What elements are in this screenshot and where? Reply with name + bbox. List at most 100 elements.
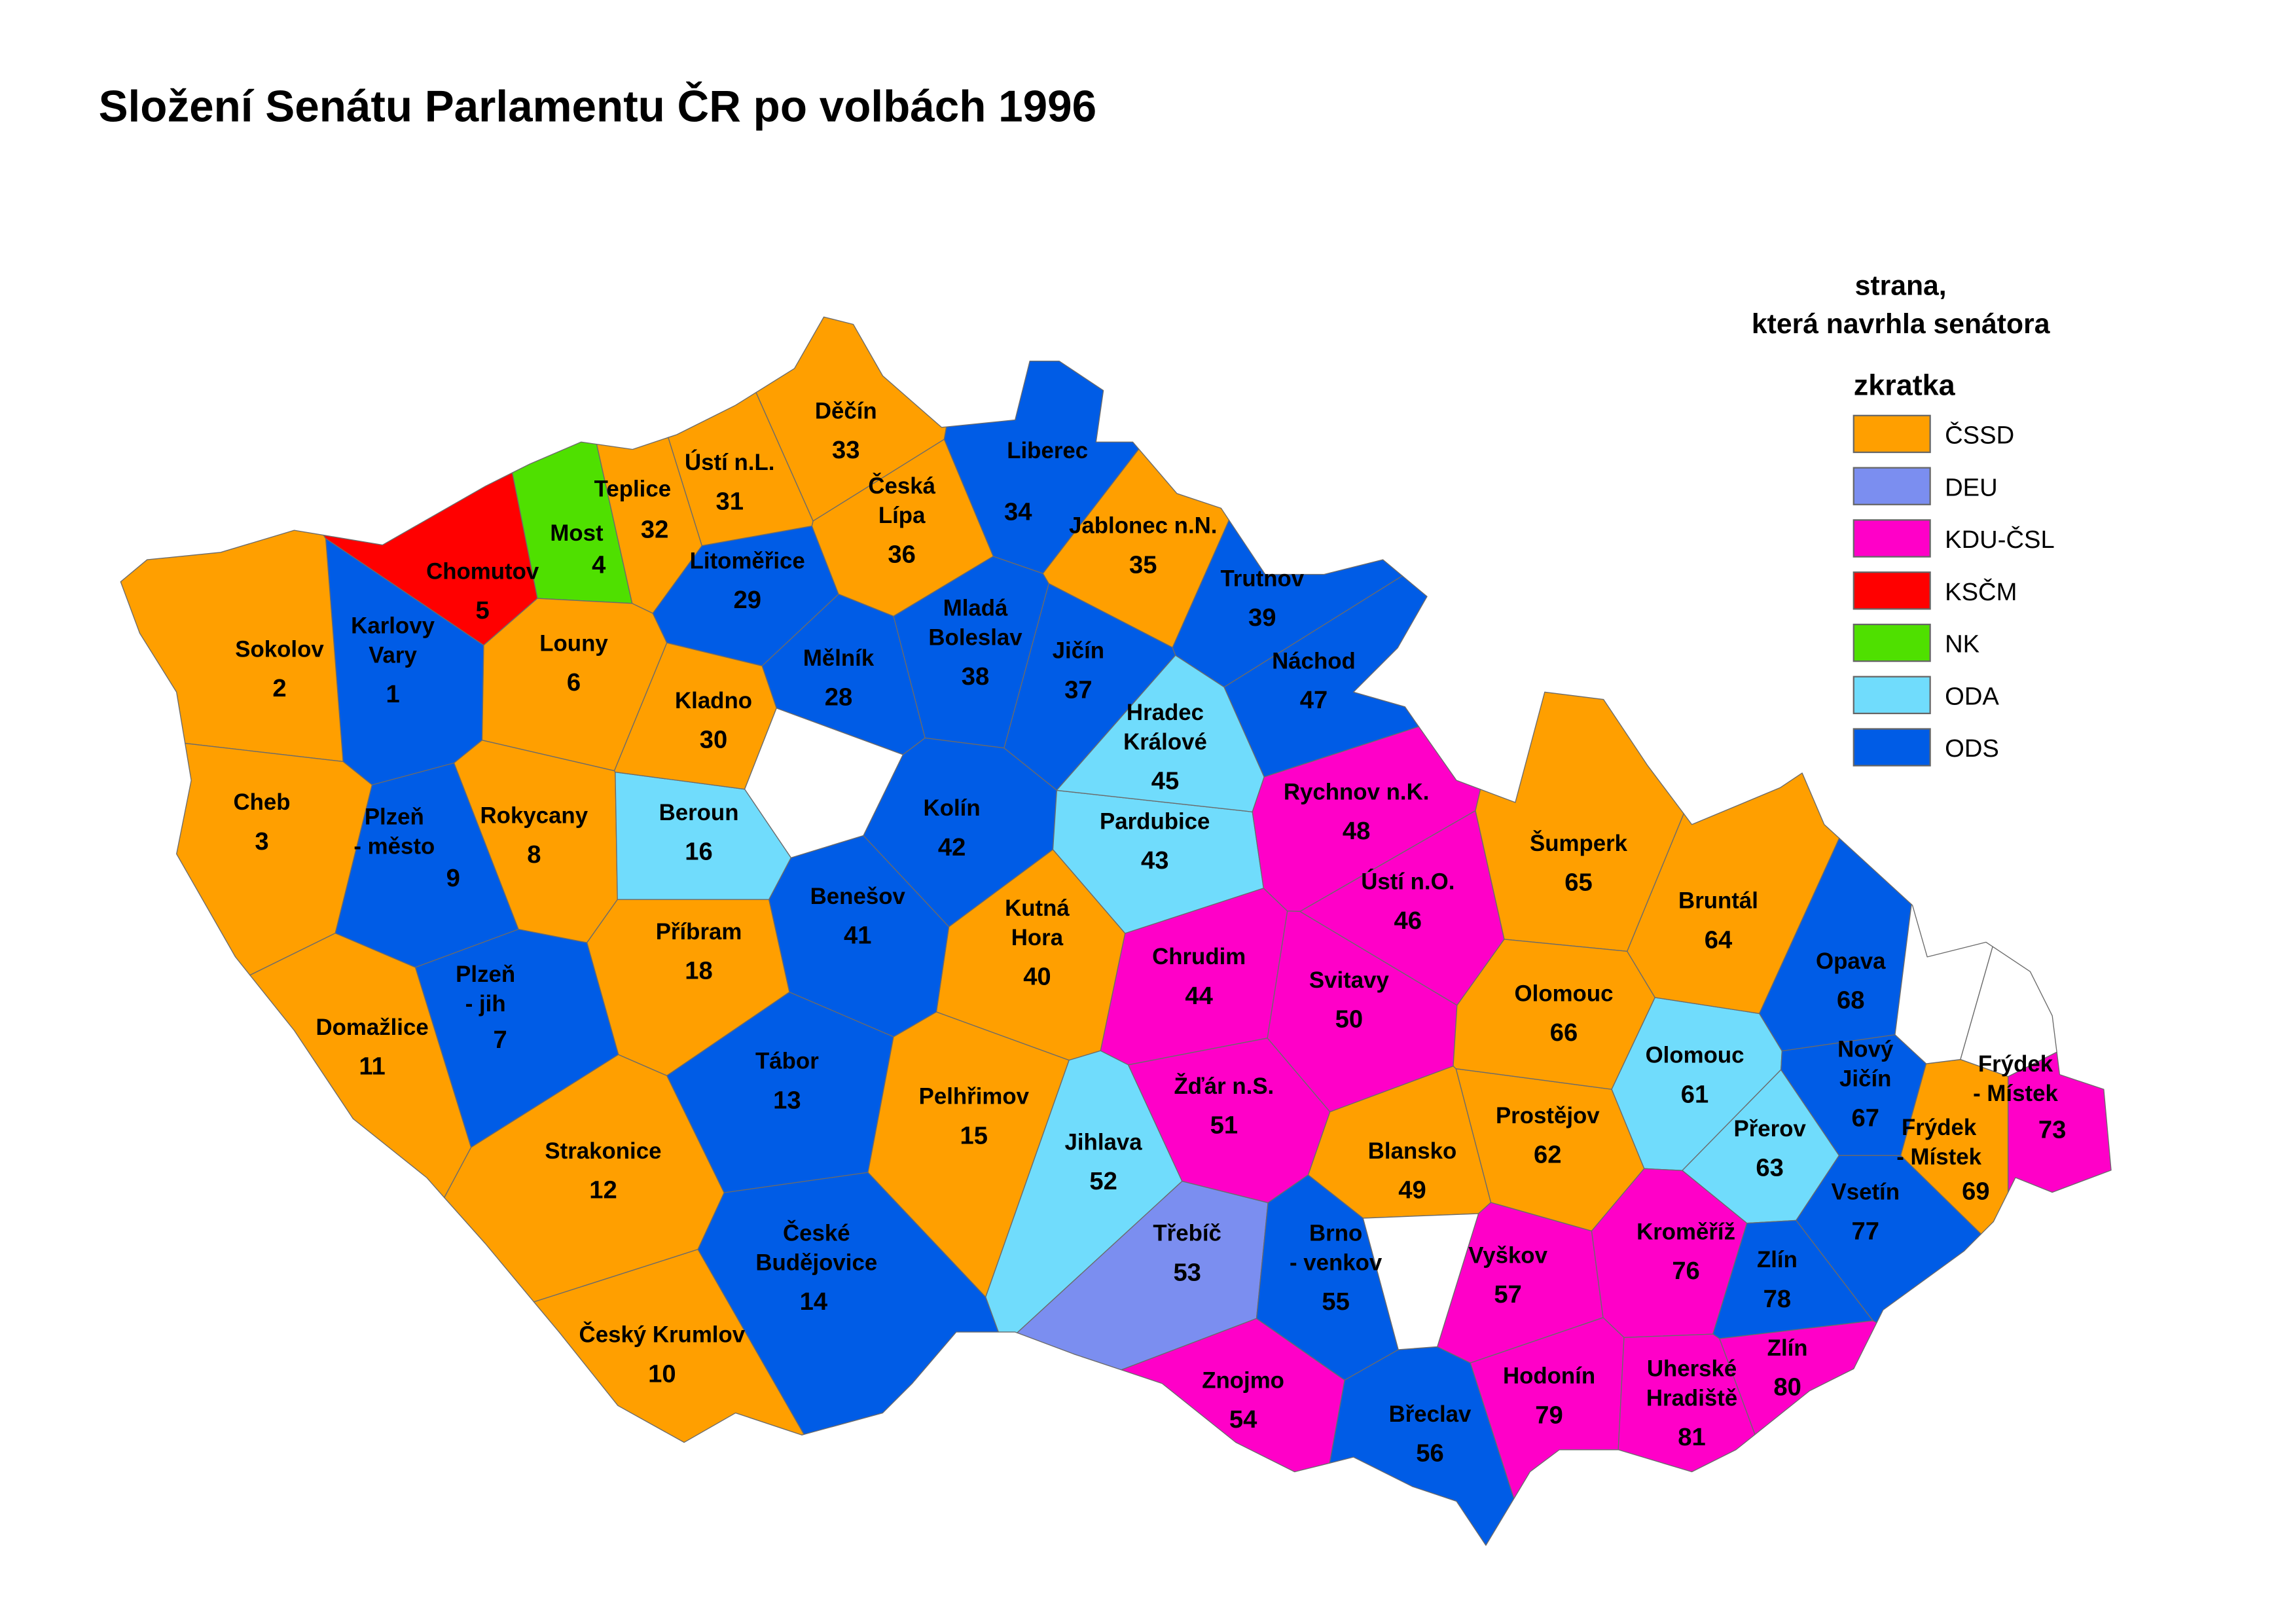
- legend-label-ods: ODS: [1945, 734, 1999, 763]
- district-name-13: Tábor: [755, 1049, 819, 1074]
- district-name-55: Brno: [1309, 1221, 1362, 1246]
- district-65: [1475, 691, 1684, 952]
- district-name-40: Kutná: [1005, 895, 1070, 921]
- district-number-3: 3: [255, 827, 268, 856]
- district-number-6: 6: [567, 668, 581, 696]
- district-number-55: 55: [1322, 1288, 1349, 1316]
- district-unlabeled: [1960, 946, 2057, 1077]
- district-number-10: 10: [648, 1360, 676, 1388]
- district-name-78: Zlín: [1757, 1247, 1798, 1272]
- district-number-14: 14: [800, 1288, 828, 1316]
- district-name-65: Šumperk: [1530, 830, 1628, 856]
- district-name-48: Rychnov n.K.: [1284, 779, 1430, 804]
- district-name-37: Jičín: [1053, 638, 1104, 664]
- district-name-35: Jablonec n.N.: [1069, 513, 1217, 539]
- legend-label-nk: NK: [1945, 630, 1980, 659]
- district-number-50: 50: [1335, 1005, 1363, 1034]
- district-number-4: 4: [592, 550, 606, 579]
- district-name-38: Mladá: [943, 595, 1008, 621]
- district-number-66: 66: [1550, 1019, 1578, 1047]
- district-number-7: 7: [494, 1026, 507, 1054]
- district-number-65: 65: [1564, 869, 1592, 897]
- district-name-15: Pelhřimov: [919, 1084, 1030, 1110]
- district-name-61: Olomouc: [1646, 1043, 1744, 1068]
- district-52: [985, 1050, 1183, 1333]
- district-name-5: Chomutov: [426, 558, 539, 584]
- district-number-51: 51: [1210, 1111, 1238, 1140]
- district-name-80: Zlín: [1767, 1335, 1808, 1361]
- district-name-44: Chrudim: [1152, 944, 1246, 969]
- district-name-50: Svitavy: [1309, 967, 1390, 993]
- legend-subheading: zkratka: [1854, 368, 1956, 401]
- district-number-45: 45: [1151, 767, 1179, 795]
- district-number-77: 77: [1852, 1217, 1879, 1245]
- district-number-47: 47: [1300, 686, 1328, 714]
- district-number-40: 40: [1023, 963, 1051, 991]
- district-5: [323, 472, 538, 646]
- district-name-32: Teplice: [594, 476, 671, 501]
- district-name-4: Most: [550, 520, 604, 546]
- district-number-11: 11: [359, 1053, 385, 1081]
- district-name-64: Bruntál: [1678, 888, 1758, 914]
- district-number-57: 57: [1494, 1280, 1521, 1308]
- legend-label-deu: DEU: [1945, 473, 1998, 501]
- district-name-41: Benešov: [810, 884, 906, 909]
- district-name-52: Jihlava: [1065, 1129, 1143, 1155]
- district-name-56: Břeclav: [1389, 1401, 1472, 1427]
- district-number-33: 33: [832, 436, 859, 464]
- district-layer: [120, 316, 2112, 1546]
- district-name-67: Nový: [1837, 1037, 1894, 1062]
- district-name-69: Frýdek: [1902, 1115, 1977, 1140]
- district-name-45: Hradec: [1127, 700, 1204, 725]
- district-name-14: České: [783, 1220, 850, 1246]
- district-name-14: Budějovice: [755, 1250, 877, 1276]
- district-name-81: Hradiště: [1646, 1385, 1737, 1411]
- district-name-42: Kolín: [924, 795, 981, 821]
- district-name-69: - Místek: [1896, 1144, 1981, 1170]
- district-number-36: 36: [888, 541, 915, 569]
- district-name-51: Žďár n.S.: [1174, 1073, 1274, 1099]
- district-name-55: - venkov: [1290, 1250, 1382, 1276]
- district-name-7: Plzeň: [456, 962, 515, 987]
- district-number-76: 76: [1672, 1257, 1699, 1285]
- district-47: [1223, 575, 1428, 778]
- district-name-40: Hora: [1011, 925, 1064, 950]
- district-name-3: Cheb: [234, 789, 291, 815]
- district-name-38: Boleslav: [928, 624, 1022, 650]
- district-number-64: 64: [1705, 926, 1733, 954]
- district-name-76: Kroměříž: [1636, 1219, 1735, 1244]
- legend-heading-line1: strana,: [1855, 270, 1947, 302]
- district-68: [1759, 837, 1912, 1052]
- district-number-81: 81: [1678, 1423, 1705, 1451]
- district-number-52: 52: [1089, 1167, 1117, 1195]
- legend-swatch-ods: [1852, 728, 1931, 767]
- district-number-1: 1: [386, 680, 399, 708]
- district-number-30: 30: [700, 726, 727, 754]
- district-number-39: 39: [1248, 604, 1276, 632]
- district-name-10: Český Krumlov: [579, 1322, 746, 1348]
- district-name-9: Plzeň: [365, 804, 424, 830]
- district-name-16: Beroun: [659, 800, 739, 825]
- district-number-80: 80: [1773, 1373, 1801, 1401]
- district-name-79: Hodonín: [1503, 1363, 1595, 1389]
- district-number-28: 28: [825, 683, 852, 712]
- legend: strana, která navrhla senátora zkratka Č…: [1752, 270, 2055, 767]
- district-name-53: Třebíč: [1153, 1221, 1221, 1246]
- district-number-69: 69: [1962, 1178, 1989, 1206]
- legend-swatch-čssd: [1852, 414, 1931, 454]
- district-name-34: Liberec: [1007, 438, 1088, 463]
- district-name-67: Jičín: [1839, 1066, 1891, 1092]
- district-name-7: - jih: [465, 991, 506, 1017]
- district-number-42: 42: [938, 833, 966, 861]
- district-number-32: 32: [641, 515, 668, 543]
- legend-label-čssd: ČSSD: [1945, 421, 2014, 450]
- district-number-78: 78: [1763, 1285, 1791, 1313]
- district-name-36: Česká: [868, 473, 935, 499]
- district-name-18: Příbram: [656, 919, 742, 945]
- district-name-45: Králové: [1123, 729, 1207, 755]
- district-32: [596, 437, 702, 614]
- district-name-12: Strakonice: [545, 1138, 661, 1164]
- district-name-54: Znojmo: [1202, 1367, 1284, 1393]
- district-number-48: 48: [1343, 817, 1370, 845]
- district-number-61: 61: [1681, 1080, 1708, 1108]
